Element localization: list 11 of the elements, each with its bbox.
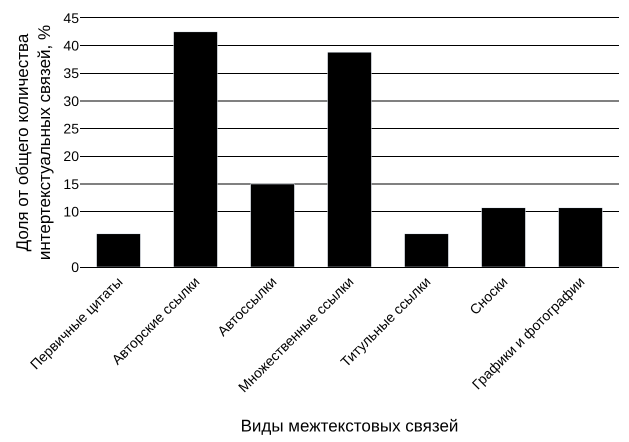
y-tick-label: 30 (63, 92, 80, 109)
y-tick-label: 15 (63, 176, 80, 192)
y-tick-label: 0 (71, 258, 80, 275)
y-tick-label: 20 (63, 148, 80, 164)
y-tick-label: 45 (63, 10, 80, 26)
y-tick-label: 10 (63, 204, 80, 220)
y-tick-label: 35 (63, 65, 80, 82)
y-tick-label: 40 (63, 38, 80, 54)
y-axis-title: Доля от общего количества интертекстуальных связей, % (12, 24, 54, 260)
x-axis-title: Виды межтекстовых связей (240, 416, 458, 436)
y-tick-label: 25 (63, 120, 80, 137)
